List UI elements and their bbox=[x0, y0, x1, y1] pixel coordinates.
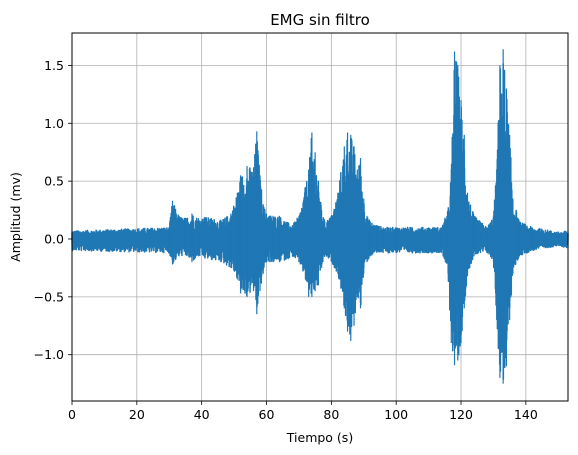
plot-area bbox=[71, 49, 569, 384]
y-tick-label: 0.5 bbox=[44, 174, 64, 189]
x-tick-label: 80 bbox=[323, 407, 339, 422]
x-axis-label: Tiempo (s) bbox=[286, 430, 353, 445]
emg-signal-line bbox=[71, 60, 569, 380]
x-tick-label: 20 bbox=[129, 407, 145, 422]
y-tick-label: −1.0 bbox=[34, 347, 64, 362]
x-tick-label: 140 bbox=[514, 407, 538, 422]
x-tick-label: 60 bbox=[259, 407, 275, 422]
x-axis-ticks: 0 20 40 60 80 100 120 140 bbox=[68, 401, 538, 422]
axes-frame bbox=[71, 32, 569, 402]
x-tick-label: 40 bbox=[194, 407, 210, 422]
chart-title: EMG sin filtro bbox=[270, 11, 370, 29]
y-axis-ticks: −1.0 −0.5 0.0 0.5 1.0 1.5 bbox=[34, 58, 72, 362]
y-tick-label: 1.5 bbox=[44, 58, 64, 73]
y-tick-label: 0.0 bbox=[44, 231, 64, 246]
x-tick-label: 120 bbox=[449, 407, 473, 422]
x-tick-label: 100 bbox=[384, 407, 408, 422]
y-axis-label: Amplitud (mv) bbox=[8, 172, 23, 262]
y-tick-label: −0.5 bbox=[34, 289, 64, 304]
x-tick-label: 0 bbox=[68, 407, 76, 422]
y-tick-label: 1.0 bbox=[44, 116, 64, 131]
